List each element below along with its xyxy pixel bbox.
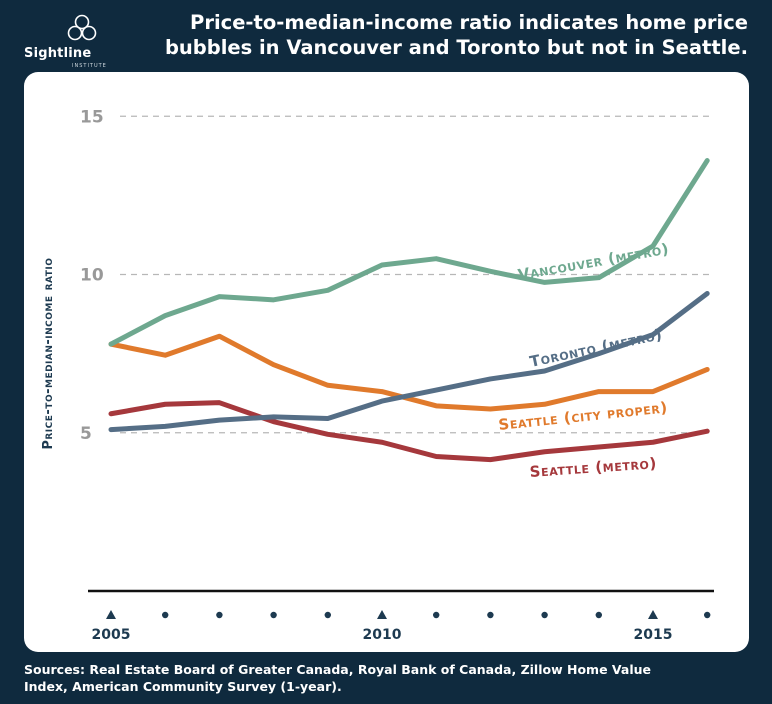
series-label-seattle-metro: Seattle (metro) [529, 454, 657, 481]
sources-line-2: Index, American Community Survey (1-year… [24, 679, 342, 694]
series-line-vancouver [108, 158, 710, 347]
series-line-seattle-city [108, 333, 710, 412]
x-tick-dot-2016 [704, 611, 711, 619]
x-tick-dot-2007 [216, 611, 223, 619]
logo-text: Sightline [24, 46, 92, 61]
chart-title-line-2: bubbles in Vancouver and Toronto but not… [164, 36, 748, 59]
x-tick-dot-2011 [433, 611, 440, 619]
x-tick-dot-2014 [595, 611, 602, 619]
sightline-logo: Sightline INSTITUTE [18, 10, 108, 69]
x-tick-dot-2009 [324, 611, 331, 619]
x-tick-dot-2006 [162, 611, 169, 619]
x-tick-triangle-2005 [106, 610, 116, 619]
y-axis-title: Price-to-median-income ratio [41, 258, 56, 450]
x-tick-triangle-2010 [377, 610, 387, 619]
x-tick-label-2010: 2010 [363, 627, 402, 643]
sources-line-1: Sources: Real Estate Board of Greater Ca… [24, 662, 651, 677]
x-tick-label-2005: 2005 [92, 627, 131, 643]
x-tick-label-2015: 2015 [634, 627, 673, 643]
x-tick-dot-2008 [270, 611, 277, 619]
y-tick-label-5: 5 [80, 424, 92, 444]
chart-title: Price-to-median-income ratio indicates h… [148, 10, 748, 60]
y-tick-label-10: 10 [80, 266, 104, 286]
x-tick-dot-2012 [487, 611, 494, 619]
series-line-toronto [108, 290, 710, 433]
line-chart: 5 10 15 2005 2010 2015 Price-to-median-income … [41, 107, 714, 643]
chart-card: 5 10 15 2005 2010 2015 Price-to-median-income … [24, 72, 749, 652]
series-line-seattle-metro [108, 400, 710, 463]
logo-subtext: INSTITUTE [72, 63, 107, 69]
sightline-logo-icon [67, 14, 97, 41]
series-label-toronto: Toronto (metro) [528, 325, 664, 371]
x-tick-dot-2013 [541, 611, 548, 619]
chart-title-line-1: Price-to-median-income ratio indicates h… [190, 11, 748, 34]
y-tick-label-15: 15 [80, 107, 104, 127]
x-tick-triangle-2015 [648, 610, 658, 619]
sources-note: Sources: Real Estate Board of Greater Ca… [24, 661, 744, 695]
